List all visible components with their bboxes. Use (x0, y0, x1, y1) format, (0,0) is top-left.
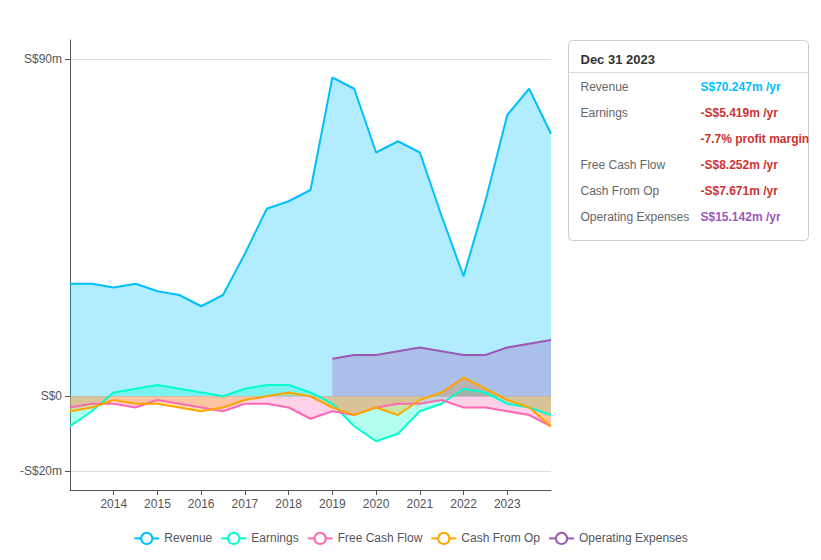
svg-text:S$90m: S$90m (24, 52, 62, 66)
svg-text:2022: 2022 (450, 497, 477, 511)
svg-text:Revenue: Revenue (581, 80, 629, 94)
svg-text:-S$8.252m /yr: -S$8.252m /yr (701, 158, 779, 172)
svg-text:Earnings: Earnings (251, 531, 298, 545)
svg-text:S$0: S$0 (41, 389, 63, 403)
svg-text:-S$5.419m /yr: -S$5.419m /yr (701, 106, 779, 120)
svg-text:2014: 2014 (100, 497, 127, 511)
svg-text:2015: 2015 (144, 497, 171, 511)
svg-text:2016: 2016 (188, 497, 215, 511)
svg-text:Cash From Op: Cash From Op (581, 184, 660, 198)
svg-text:-S$20m: -S$20m (20, 464, 62, 478)
svg-text:Revenue: Revenue (164, 531, 212, 545)
svg-text:2021: 2021 (406, 497, 433, 511)
svg-text:Dec 31 2023: Dec 31 2023 (581, 52, 655, 67)
svg-text:Operating Expenses: Operating Expenses (579, 531, 688, 545)
svg-text:Operating Expenses: Operating Expenses (581, 210, 690, 224)
svg-text:2018: 2018 (275, 497, 302, 511)
svg-text:2017: 2017 (232, 497, 259, 511)
svg-text:2019: 2019 (319, 497, 346, 511)
svg-text:Cash From Op: Cash From Op (461, 531, 540, 545)
svg-text:Earnings: Earnings (581, 106, 628, 120)
svg-text:-S$7.671m /yr: -S$7.671m /yr (701, 184, 779, 198)
svg-text:-7.7% profit margin: -7.7% profit margin (701, 132, 810, 146)
svg-text:S$70.247m /yr: S$70.247m /yr (701, 80, 781, 94)
svg-text:2020: 2020 (363, 497, 390, 511)
svg-text:S$15.142m /yr: S$15.142m /yr (701, 210, 781, 224)
svg-text:Free Cash Flow: Free Cash Flow (338, 531, 423, 545)
svg-text:2023: 2023 (494, 497, 521, 511)
svg-text:Free Cash Flow: Free Cash Flow (581, 158, 666, 172)
